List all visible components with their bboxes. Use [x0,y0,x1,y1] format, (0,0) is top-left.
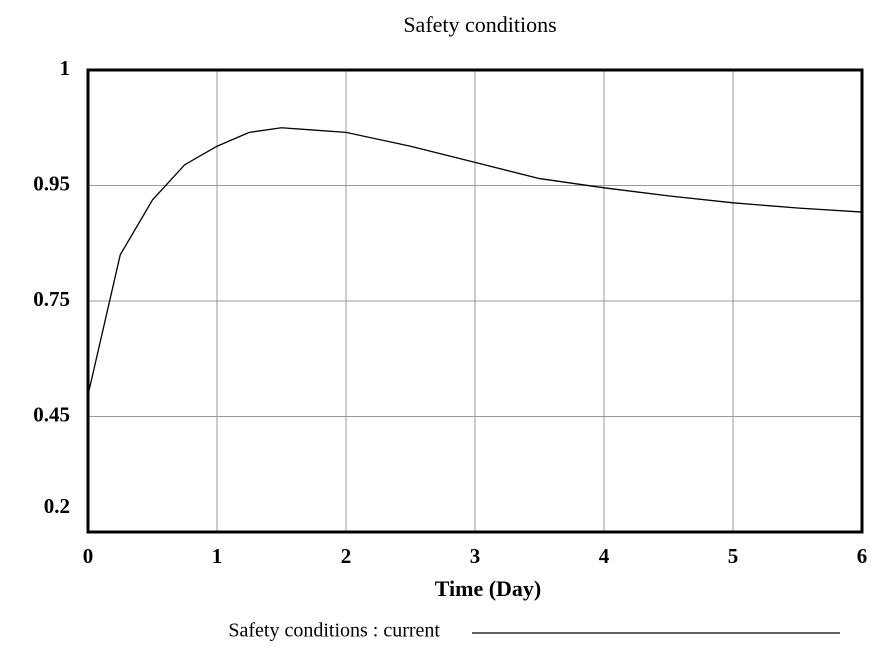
legend-label: Safety conditions : current [228,620,440,642]
y-tick-label: 0.2 [44,494,70,518]
plot-frame [86,68,864,534]
x-tick-label: 0 [83,544,94,568]
y-tick-label: 0.75 [33,287,70,311]
y-tick-label: 0.95 [33,171,70,195]
x-tick-label: 5 [728,544,739,568]
y-tick-label: 0.45 [33,402,70,426]
x-tick-label: 2 [341,544,352,568]
chart-title: Safety conditions [403,12,556,37]
x-tick-label: 6 [857,544,868,568]
x-axis-label: Time (Day) [435,576,542,601]
x-tick-label: 3 [470,544,481,568]
x-tick-label: 4 [599,544,610,568]
y-tick-label: 1 [60,56,71,80]
x-tick-label: 1 [212,544,223,568]
line-series [87,127,863,396]
